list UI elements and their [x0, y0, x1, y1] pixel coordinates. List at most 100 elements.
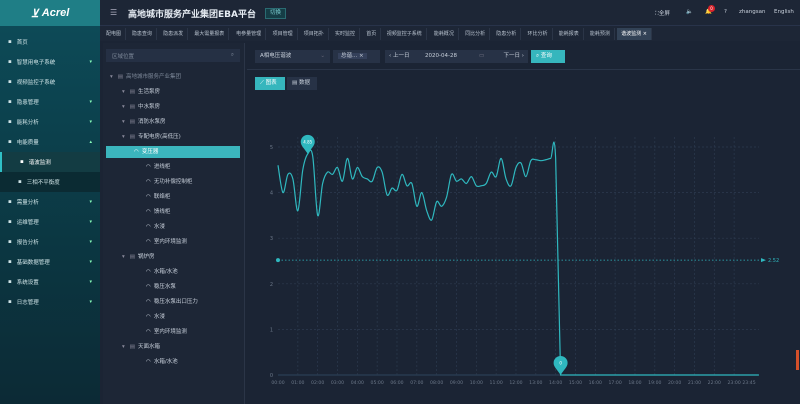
tab[interactable]: 首页 — [362, 28, 382, 40]
sidebar-item[interactable]: ▪ 电能质量 ▴ — [8, 139, 92, 146]
sidebar-item[interactable]: ▪ 智慧用电子系统 ▾ — [8, 59, 92, 66]
sidebar-item[interactable]: ▪ 谐波监测 — [0, 152, 100, 172]
tree-node[interactable]: ▾ ▤ 锅炉房 — [122, 254, 155, 260]
mute-icon[interactable]: 🔈 — [686, 9, 693, 15]
folder-icon: ▤ — [129, 254, 135, 260]
x-tick-label: 22:00 — [708, 380, 721, 386]
y-tick-label: 4 — [270, 191, 273, 197]
tab[interactable]: 项目管理 — [269, 28, 298, 40]
sidebar-item[interactable]: ▪ 三相不平衡度 — [0, 172, 100, 192]
caret-icon[interactable]: ▾ — [122, 119, 125, 125]
tab[interactable]: 隐患派发 — [159, 28, 189, 40]
tab[interactable]: 环比分析 — [524, 28, 553, 40]
sidebar-item[interactable]: ▪ 隐患管理 ▾ — [8, 99, 92, 106]
tab[interactable]: 实时监控 — [331, 28, 361, 40]
sidebar-item[interactable]: ▪ 视频监控子系统 — [8, 79, 56, 86]
tab[interactable]: 隐患查询 — [128, 28, 157, 40]
x-tick-label: 18:00 — [628, 380, 641, 386]
tree-node[interactable]: ▾ ▤ 天面水箱 — [122, 344, 160, 350]
caret-icon[interactable]: ▾ — [122, 344, 125, 350]
sidebar-item[interactable]: ▪ 首页 — [8, 39, 28, 46]
tab[interactable]: 能耗概况 — [430, 28, 459, 40]
close-icon[interactable]: × — [642, 31, 647, 37]
tree-node[interactable]: ◠ 稳压水泵 — [146, 284, 176, 290]
sidebar-item[interactable]: ▪ 日志管理 ▾ — [8, 299, 92, 306]
tab[interactable]: 项目拓扑 — [300, 28, 329, 40]
tree-node[interactable]: ▾ ▤ 生活泵房 — [122, 89, 160, 95]
chevron-icon: ▴ — [89, 139, 92, 145]
tree-node[interactable]: ◠ 水浸 — [146, 314, 165, 320]
tab[interactable]: 视频监控子系统 — [383, 28, 427, 40]
chevron-icon: ▾ — [89, 259, 92, 265]
chevron-icon: ▾ — [89, 239, 92, 245]
tree-node[interactable]: ◠ 稳压水泵出口压力 — [146, 299, 198, 305]
tree-node[interactable]: ◠ 无功补偿控制柜 — [146, 179, 193, 185]
tab[interactable]: 能耗报表 — [555, 28, 584, 40]
sidebar-item[interactable]: ▪ 能耗分析 ▾ — [8, 119, 92, 126]
device-icon: ◠ — [146, 359, 151, 365]
tree-node[interactable]: ◠ 室内环境监测 — [146, 239, 187, 245]
x-tick-label: 05:00 — [371, 380, 384, 386]
tree-node[interactable]: ◠ 进线柜 — [146, 164, 171, 170]
bell-icon[interactable]: 🔔 — [705, 9, 712, 15]
tag-select[interactable]: 总谐... × — [333, 50, 380, 63]
tab[interactable]: 配电图 — [102, 28, 127, 40]
tab[interactable]: 最大需量报表 — [190, 28, 230, 40]
tree-node[interactable]: ◠ 馈线柜 — [146, 209, 171, 215]
device-icon: ◠ — [134, 149, 139, 155]
tree-search-input[interactable]: 区域位置 ⌕ — [106, 49, 240, 62]
main-panel: A相电压谐波 ⌄ 总谐... × ‹ 上一日 2020-04-28 ▭ 下一日 ›… — [247, 43, 800, 404]
caret-icon[interactable]: ▾ — [122, 89, 125, 95]
y-tick-label: 0 — [270, 373, 273, 379]
chart-view-button[interactable]: ⟋ 图表 — [255, 77, 285, 90]
fullscreen-button[interactable]: ⛶全屏 — [655, 11, 670, 17]
caret-icon[interactable]: ▾ — [122, 104, 125, 110]
help-icon[interactable]: ? — [724, 9, 727, 15]
date-picker: ‹ 上一日 2020-04-28 ▭ 下一日 › — [385, 50, 528, 63]
calendar-icon[interactable]: ▭ — [479, 53, 485, 59]
next-day-button[interactable]: 下一日 › — [503, 53, 524, 59]
tree-node[interactable]: ◠ 室内环境监测 — [146, 329, 187, 335]
menu-toggle-icon[interactable]: ☰ — [110, 8, 118, 17]
sidebar-item[interactable]: ▪ 报告分析 ▾ — [8, 239, 92, 246]
query-button[interactable]: ⌕ 查询 — [531, 50, 565, 63]
data-view-button[interactable]: ▤ 数据 — [287, 77, 317, 90]
caret-icon[interactable]: ▾ — [110, 74, 113, 80]
tab[interactable]: 隐患分析 — [492, 28, 522, 40]
tree-node[interactable]: ▾ ▤ 高地城市服务产业集团 — [110, 74, 181, 80]
prev-day-button[interactable]: ‹ 上一日 — [389, 53, 410, 59]
warning-icon: ▪ — [8, 99, 12, 105]
chevron-icon: ▾ — [89, 299, 92, 305]
tree-node[interactable]: ▾ ▤ 专配电房(高低压) — [122, 134, 181, 140]
device-icon: ◠ — [146, 239, 151, 245]
average-label: 2.52 — [768, 258, 779, 264]
parameter-select[interactable]: A相电压谐波 ⌄ — [255, 50, 330, 63]
scrollbar[interactable] — [796, 350, 799, 370]
tree-node[interactable]: ◠ 变压器 — [106, 146, 240, 158]
tab[interactable]: 谐波监测 × — [617, 28, 652, 40]
date-input[interactable]: 2020-04-28 — [425, 53, 457, 59]
user-menu[interactable]: zhangsan — [739, 9, 766, 15]
sidebar-item[interactable]: ▪ 需量分析 ▾ — [8, 199, 92, 206]
sidebar-item[interactable]: ▪ 系统设置 ▾ — [8, 279, 92, 286]
tag-chip: 总谐... × — [338, 53, 367, 59]
tab[interactable]: 能耗预测 — [586, 28, 615, 40]
tree-node[interactable]: ▾ ▤ 消防水泵房 — [122, 119, 166, 125]
tab[interactable]: 电参量管理 — [232, 28, 267, 40]
tree-node[interactable]: ◠ 水浸 — [146, 224, 165, 230]
tree-node[interactable]: ◠ 水箱/水池 — [146, 269, 178, 275]
tab[interactable]: 同比分析 — [461, 28, 491, 40]
caret-icon[interactable]: ▾ — [122, 254, 125, 260]
x-tick-label: 10:00 — [470, 380, 483, 386]
tree-node[interactable]: ◠ 水箱/水池 — [146, 359, 178, 365]
sidebar-item[interactable]: ▪ 基础数据管理 ▾ — [8, 259, 92, 266]
search-icon[interactable]: ⌕ — [230, 52, 234, 58]
x-tick-label: 23:45 — [742, 380, 755, 386]
caret-icon[interactable]: ▾ — [122, 134, 125, 140]
tree-node[interactable]: ◠ 联络柜 — [146, 194, 171, 200]
sidebar-item[interactable]: ▪ 运维管理 ▾ — [8, 219, 92, 226]
switch-button[interactable]: 切换 — [265, 8, 287, 19]
tree-node[interactable]: ▾ ▤ 中水泵房 — [122, 104, 160, 110]
x-tick-label: 08:00 — [430, 380, 443, 386]
language-switch[interactable]: English — [774, 9, 794, 15]
